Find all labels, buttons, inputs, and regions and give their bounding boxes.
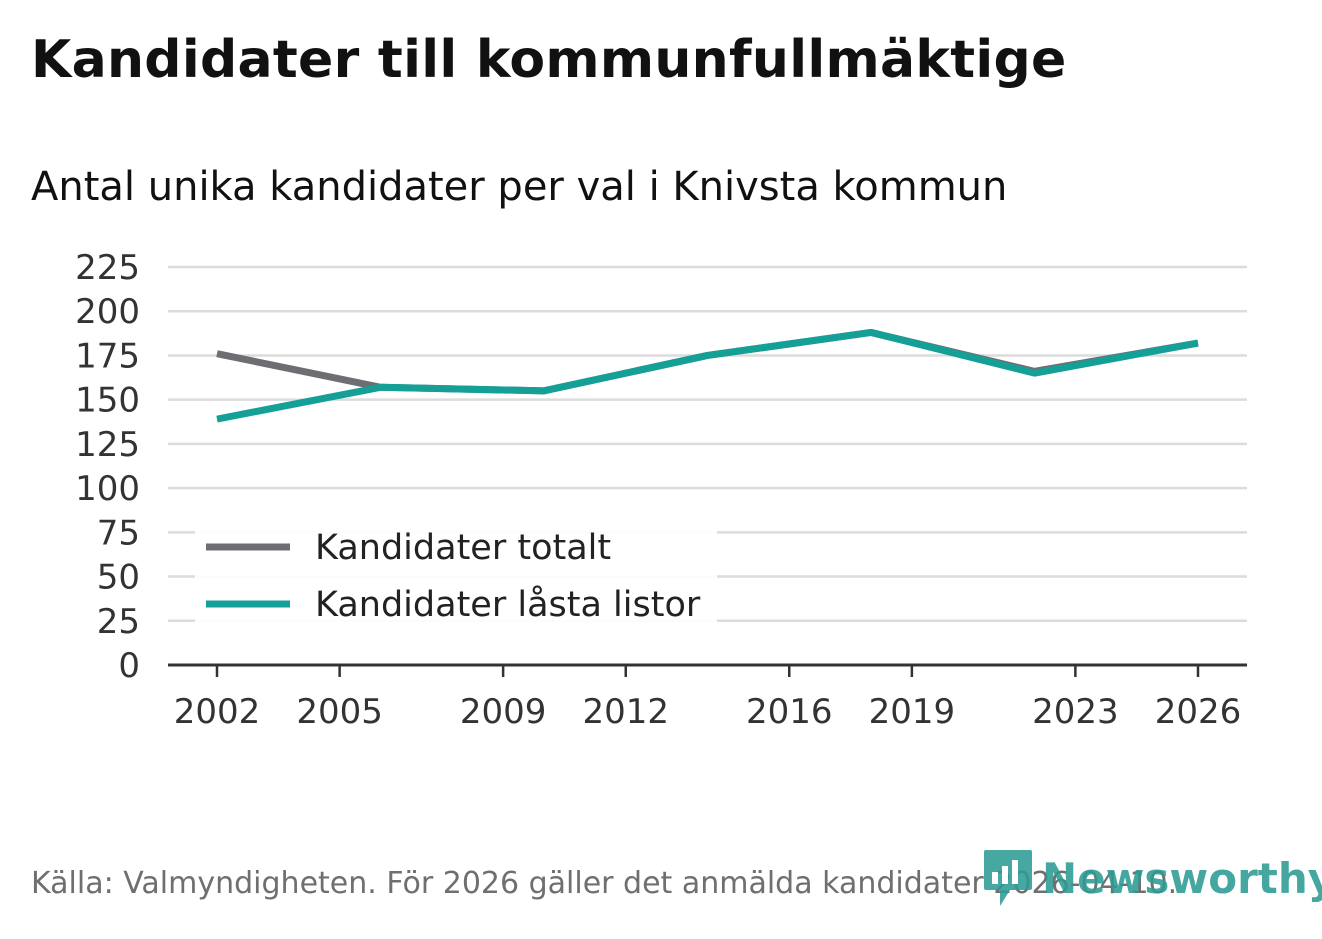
chart-title: Kandidater till kommunfullmäktige	[31, 30, 1067, 90]
data-point	[706, 354, 709, 357]
y-tick-label: 150	[75, 381, 140, 421]
data-point	[216, 352, 219, 355]
legend-background	[195, 520, 717, 626]
x-tick-label: 2009	[460, 692, 547, 732]
x-tick-label: 2019	[869, 692, 956, 732]
y-tick-label: 225	[75, 248, 140, 288]
series-line-2	[216, 328, 1199, 423]
x-tick-label: 2005	[296, 692, 383, 732]
y-tick-label: 175	[75, 336, 140, 376]
data-point	[543, 389, 546, 392]
data-point	[379, 386, 382, 389]
chart-subtitle: Antal unika kandidater per val i Knivsta…	[31, 164, 1008, 210]
y-tick-label: 0	[118, 646, 140, 686]
legend-label-2: Kandidater låsta listor	[315, 584, 701, 625]
x-tick-label: 2002	[174, 692, 261, 732]
y-tick-label: 50	[97, 558, 140, 598]
legend-label-1: Kandidater totalt	[315, 528, 611, 568]
x-tick-label: 2023	[1032, 692, 1119, 732]
data-point	[870, 331, 873, 334]
data-point	[1033, 372, 1036, 375]
brand-name: Newsworthy	[1042, 853, 1322, 903]
data-point	[216, 418, 219, 421]
y-tick-label: 200	[75, 292, 140, 332]
y-tick-label: 75	[97, 513, 140, 553]
series-lines	[216, 328, 1200, 423]
y-tick-label: 100	[75, 469, 140, 509]
newsworthy-logo: Newsworthy	[982, 848, 1322, 908]
x-tick-label: 2026	[1155, 692, 1242, 732]
y-tick-label: 25	[97, 602, 140, 642]
legend: Kandidater totalt Kandidater låsta listor	[195, 520, 717, 626]
data-point	[1197, 342, 1200, 345]
y-tick-label: 125	[75, 425, 140, 465]
series-line-1	[216, 328, 1199, 395]
x-tick-label: 2012	[582, 692, 669, 732]
x-tick-label: 2016	[746, 692, 833, 732]
bar-chart-logo-icon	[984, 850, 1032, 906]
